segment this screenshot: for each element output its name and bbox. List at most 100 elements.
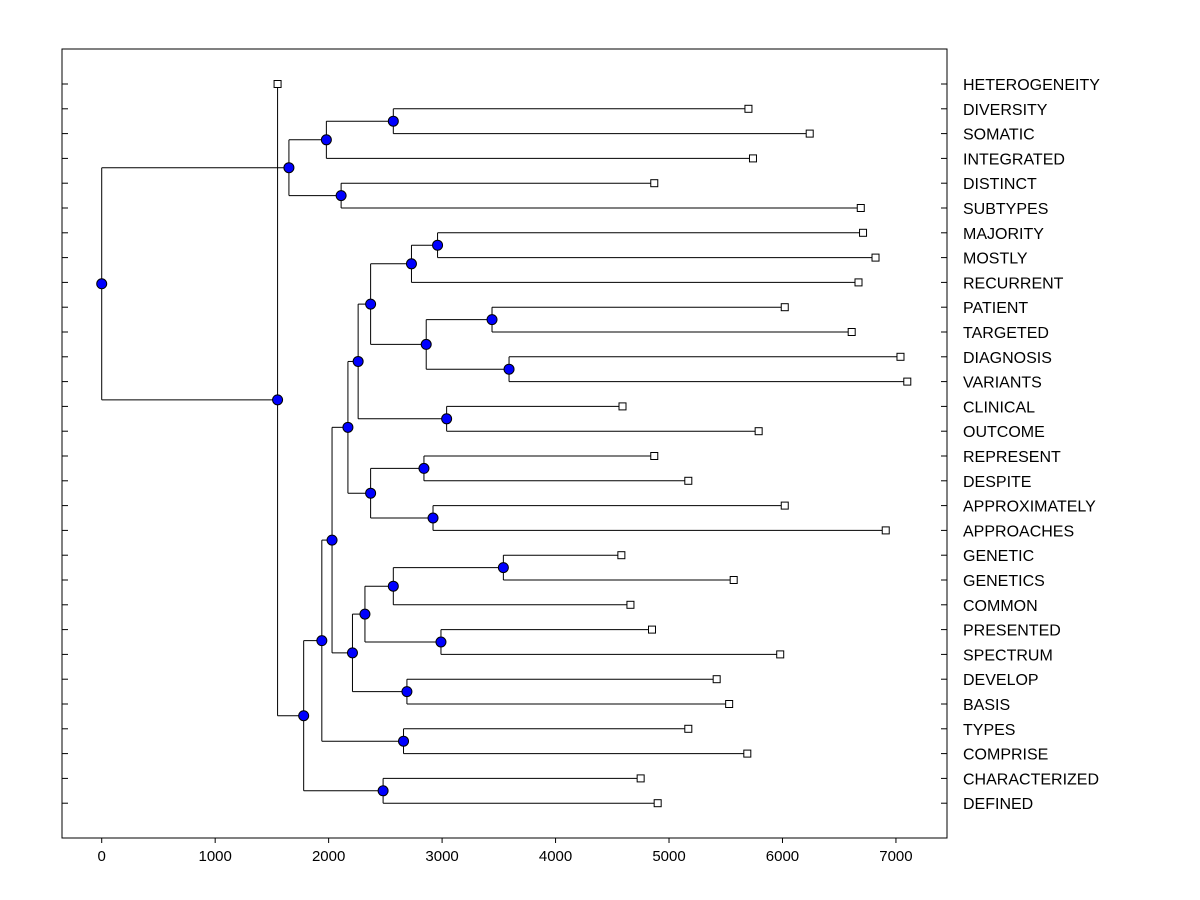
x-tick-label: 1000 — [198, 848, 231, 865]
leaf-label: PRESENTED — [963, 623, 1061, 640]
leaf-marker — [903, 377, 912, 386]
node-marker — [342, 421, 354, 433]
node-marker — [486, 314, 498, 326]
leaf-marker — [636, 774, 645, 783]
leaf-marker — [684, 724, 693, 733]
leaf-label: PATIENT — [963, 300, 1028, 317]
leaf-marker — [754, 427, 763, 436]
leaf-label: DIVERSITY — [963, 102, 1048, 119]
leaf-marker — [618, 402, 627, 411]
leaf-marker — [847, 328, 856, 336]
leaf-label: MAJORITY — [963, 226, 1044, 243]
leaf-label: COMPRISE — [963, 747, 1048, 764]
leaf-marker — [780, 501, 789, 510]
leaf-marker — [776, 650, 785, 659]
node-marker — [420, 338, 432, 350]
leaf-label: GENETICS — [963, 573, 1045, 590]
leaf-marker — [650, 179, 659, 188]
leaf-label: INTEGRATED — [963, 151, 1065, 168]
leaf-label: APPROACHES — [963, 523, 1074, 540]
leaf-marker — [743, 749, 752, 758]
leaf-label: RECURRENT — [963, 275, 1064, 292]
x-axis: 0 1000 2000 3000 4000 5000 6000 7000 — [98, 838, 913, 865]
node-marker — [298, 710, 310, 722]
leaf-marker — [859, 228, 868, 237]
x-tick-label: 3000 — [425, 848, 458, 865]
leaf-label: SUBTYPES — [963, 201, 1048, 218]
leaf-marker — [684, 476, 693, 485]
node-marker — [377, 785, 389, 797]
leaf-marker — [729, 576, 738, 584]
x-tick-label: 4000 — [539, 848, 572, 865]
leaf-marker — [854, 278, 863, 287]
leaf-marker — [653, 799, 662, 808]
node-marker — [398, 735, 410, 747]
leaf-label: SPECTRUM — [963, 647, 1053, 664]
node-marker — [401, 686, 413, 698]
x-tick-label: 2000 — [312, 848, 345, 865]
leaf-marker — [896, 352, 905, 361]
leaf-marker — [712, 675, 721, 684]
leaf-marker — [650, 452, 659, 460]
node-marker — [96, 278, 108, 290]
leaf-label: OUTCOME — [963, 424, 1045, 441]
x-tick-label: 5000 — [652, 848, 685, 865]
node-marker — [346, 647, 358, 659]
leaf-marker — [273, 80, 282, 88]
leaf-label: REPRESENT — [963, 449, 1061, 466]
leaf-label: DIAGNOSIS — [963, 350, 1052, 367]
node-marker — [497, 562, 509, 574]
node-marker — [272, 394, 284, 406]
node-marker — [441, 413, 453, 425]
leaf-marker — [725, 700, 734, 708]
leaf-label: BASIS — [963, 697, 1010, 714]
leaf-marker — [626, 600, 635, 609]
node-marker — [418, 462, 430, 474]
node-marker — [316, 635, 328, 647]
x-tick-label: 0 — [98, 848, 106, 865]
leaf-marker — [617, 551, 626, 560]
leaf-label: GENETIC — [963, 548, 1034, 565]
node-marker — [405, 258, 417, 270]
leaf-marker — [856, 204, 865, 212]
node-markers — [96, 115, 515, 797]
node-marker — [387, 580, 399, 592]
leaf-label: DESPITE — [963, 474, 1031, 491]
node-marker — [387, 115, 399, 127]
leaf-label: TYPES — [963, 722, 1015, 739]
node-marker — [359, 608, 371, 620]
leaf-markers — [273, 80, 912, 808]
leaf-label: HETEROGENEITY — [963, 77, 1100, 94]
leaf-marker — [648, 625, 656, 634]
node-marker — [335, 190, 347, 202]
node-marker — [326, 534, 338, 546]
node-marker — [503, 363, 515, 375]
node-marker — [365, 298, 377, 310]
leaf-label: CLINICAL — [963, 399, 1035, 416]
leaf-labels: HETEROGENEITY DIVERSITY SOMATIC INTEGRATED D… — [963, 77, 1100, 813]
leaf-marker — [744, 104, 753, 113]
node-marker — [352, 355, 364, 367]
x-tick-label: 7000 — [879, 848, 912, 865]
plot-frame — [61, 48, 948, 839]
leaf-marker — [780, 303, 789, 312]
leaf-label: COMMON — [963, 598, 1038, 615]
leaf-label: SOMATIC — [963, 127, 1035, 144]
leaf-label: DEFINED — [963, 796, 1033, 813]
leaf-label: VARIANTS — [963, 375, 1042, 392]
node-marker — [432, 239, 444, 251]
leaf-label: CHARACTERIZED — [963, 771, 1099, 788]
leaf-label: MOSTLY — [963, 251, 1028, 268]
leaf-label: TARGETED — [963, 325, 1049, 342]
leaf-marker — [881, 526, 890, 535]
leaf-marker — [805, 129, 814, 138]
dendrogram-links — [101, 84, 908, 804]
leaf-label: APPROXIMATELY — [963, 499, 1096, 516]
leaf-marker — [748, 154, 757, 163]
node-marker — [320, 134, 332, 146]
leaf-label: DISTINCT — [963, 176, 1037, 193]
leaf-tick-marks — [62, 83, 947, 804]
node-marker — [283, 162, 295, 174]
node-marker — [427, 512, 439, 524]
